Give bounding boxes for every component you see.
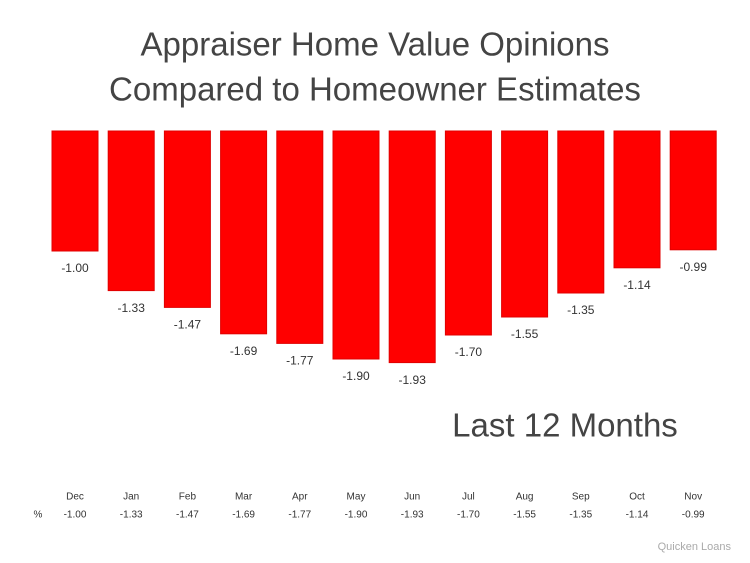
bar (501, 130, 549, 318)
table-month: Jul (462, 492, 475, 503)
bar (163, 130, 211, 308)
chart-title: Appraiser Home Value Opinions (141, 26, 610, 63)
source: Quicken Loans (658, 541, 732, 553)
table-month: Feb (179, 492, 197, 503)
table-month: Apr (292, 492, 308, 503)
value-label: -1.70 (455, 345, 483, 359)
table-value: -1.55 (513, 510, 536, 521)
table-value: -1.90 (345, 510, 368, 521)
table-month: Jun (404, 492, 420, 503)
table-month: May (347, 492, 366, 503)
bar (220, 130, 268, 335)
table-value: -1.93 (401, 510, 424, 521)
value-label: -1.77 (286, 354, 314, 368)
value-label: -1.69 (230, 344, 258, 358)
table-value: -1.14 (626, 510, 649, 521)
bar (557, 130, 605, 294)
chart-title: Compared to Homeowner Estimates (109, 71, 641, 108)
bar (669, 130, 717, 251)
bar (613, 130, 661, 269)
bar (276, 130, 324, 344)
bar (444, 130, 492, 336)
bar (107, 130, 155, 292)
table-month: Aug (516, 492, 534, 503)
value-label: -1.47 (174, 318, 202, 332)
table-value: -1.69 (232, 510, 255, 521)
table-month: Mar (235, 492, 253, 503)
bar (332, 130, 380, 360)
table-month: Oct (629, 492, 645, 503)
bar (388, 130, 436, 364)
value-label: -1.35 (567, 303, 595, 317)
bar (51, 130, 99, 252)
value-label: -1.14 (623, 278, 651, 292)
table-value: -1.35 (569, 510, 592, 521)
table-month: Sep (572, 492, 590, 503)
table-value: -1.77 (288, 510, 311, 521)
table-value: -0.99 (682, 510, 705, 521)
annotation: Last 12 Months (452, 407, 678, 444)
value-label: -1.90 (342, 369, 370, 383)
value-label: -1.00 (61, 261, 89, 275)
table-row-label: % (34, 510, 43, 521)
table-value: -1.33 (120, 510, 143, 521)
table-value: -1.47 (176, 510, 199, 521)
table-month: Nov (684, 492, 702, 503)
table-value: -1.70 (457, 510, 480, 521)
table-month: Jan (123, 492, 139, 503)
value-label: -1.93 (399, 373, 427, 387)
table-value: -1.00 (64, 510, 87, 521)
value-label: -1.55 (511, 327, 539, 341)
value-label: -1.33 (118, 301, 146, 315)
table-month: Dec (66, 492, 84, 503)
value-label: -0.99 (680, 260, 708, 274)
